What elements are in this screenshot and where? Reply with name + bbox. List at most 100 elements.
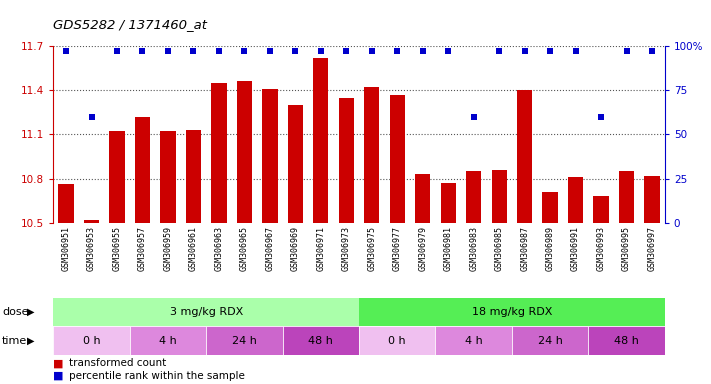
Point: [468, 114, 479, 120]
Bar: [491, 170, 507, 223]
Text: GSM306995: GSM306995: [622, 227, 631, 271]
Bar: [237, 81, 252, 223]
Text: ▶: ▶: [27, 307, 35, 317]
Bar: [435, 326, 512, 355]
Point: [86, 114, 97, 120]
Bar: [364, 87, 380, 223]
Text: GSM306993: GSM306993: [597, 227, 606, 271]
Bar: [135, 117, 150, 223]
Text: GSM306981: GSM306981: [444, 227, 453, 271]
Bar: [619, 171, 634, 223]
Bar: [84, 220, 99, 223]
Point: [493, 48, 505, 55]
Text: transformed count: transformed count: [69, 358, 166, 368]
Text: GSM306977: GSM306977: [392, 227, 402, 271]
Text: GSM306961: GSM306961: [189, 227, 198, 271]
Point: [137, 48, 148, 55]
Text: 0 h: 0 h: [388, 336, 406, 346]
Text: GSM306973: GSM306973: [342, 227, 351, 271]
Bar: [338, 98, 354, 223]
Bar: [288, 105, 303, 223]
Point: [341, 48, 352, 55]
Text: percentile rank within the sample: percentile rank within the sample: [69, 371, 245, 381]
Text: GSM306965: GSM306965: [240, 227, 249, 271]
Bar: [129, 326, 206, 355]
Text: GSM306985: GSM306985: [495, 227, 503, 271]
Text: 18 mg/kg RDX: 18 mg/kg RDX: [471, 307, 552, 317]
Point: [417, 48, 429, 55]
Text: 48 h: 48 h: [309, 336, 333, 346]
Bar: [644, 175, 660, 223]
Bar: [206, 326, 283, 355]
Bar: [466, 171, 481, 223]
Bar: [594, 196, 609, 223]
Text: GSM306987: GSM306987: [520, 227, 529, 271]
Text: 48 h: 48 h: [614, 336, 639, 346]
Bar: [415, 174, 430, 223]
Bar: [283, 326, 359, 355]
Text: GSM306959: GSM306959: [164, 227, 173, 271]
Point: [239, 48, 250, 55]
Bar: [390, 95, 405, 223]
Bar: [262, 89, 277, 223]
Point: [264, 48, 276, 55]
Text: GSM306953: GSM306953: [87, 227, 96, 271]
Bar: [542, 192, 557, 223]
Text: 0 h: 0 h: [82, 336, 100, 346]
Bar: [359, 298, 665, 326]
Bar: [512, 326, 589, 355]
Text: GSM306957: GSM306957: [138, 227, 147, 271]
Point: [570, 48, 582, 55]
Bar: [589, 326, 665, 355]
Text: GSM306983: GSM306983: [469, 227, 479, 271]
Point: [442, 48, 454, 55]
Text: GSM306997: GSM306997: [648, 227, 656, 271]
Bar: [186, 130, 201, 223]
Bar: [441, 183, 456, 223]
Point: [289, 48, 301, 55]
Text: GSM306967: GSM306967: [265, 227, 274, 271]
Point: [315, 48, 326, 55]
Text: GSM306975: GSM306975: [368, 227, 376, 271]
Text: ■: ■: [53, 371, 64, 381]
Bar: [359, 326, 435, 355]
Point: [595, 114, 606, 120]
Text: GSM306963: GSM306963: [215, 227, 223, 271]
Point: [545, 48, 556, 55]
Text: GDS5282 / 1371460_at: GDS5282 / 1371460_at: [53, 18, 208, 31]
Bar: [517, 90, 533, 223]
Bar: [161, 131, 176, 223]
Point: [646, 48, 658, 55]
Point: [162, 48, 173, 55]
Point: [366, 48, 378, 55]
Text: 4 h: 4 h: [159, 336, 177, 346]
Text: 3 mg/kg RDX: 3 mg/kg RDX: [169, 307, 243, 317]
Bar: [313, 58, 328, 223]
Bar: [58, 184, 74, 223]
Text: time: time: [2, 336, 28, 346]
Point: [519, 48, 530, 55]
Bar: [53, 298, 359, 326]
Bar: [109, 131, 124, 223]
Bar: [211, 83, 227, 223]
Text: ▶: ▶: [27, 336, 35, 346]
Point: [392, 48, 403, 55]
Point: [60, 48, 72, 55]
Text: GSM306979: GSM306979: [418, 227, 427, 271]
Bar: [568, 177, 583, 223]
Text: GSM306955: GSM306955: [112, 227, 122, 271]
Text: GSM306971: GSM306971: [316, 227, 326, 271]
Point: [112, 48, 123, 55]
Bar: [53, 326, 129, 355]
Text: dose: dose: [2, 307, 28, 317]
Point: [213, 48, 225, 55]
Text: 24 h: 24 h: [232, 336, 257, 346]
Text: GSM306969: GSM306969: [291, 227, 300, 271]
Text: GSM306989: GSM306989: [545, 227, 555, 271]
Text: GSM306951: GSM306951: [62, 227, 70, 271]
Text: 4 h: 4 h: [465, 336, 483, 346]
Point: [188, 48, 199, 55]
Text: ■: ■: [53, 358, 64, 368]
Text: GSM306991: GSM306991: [571, 227, 580, 271]
Point: [621, 48, 632, 55]
